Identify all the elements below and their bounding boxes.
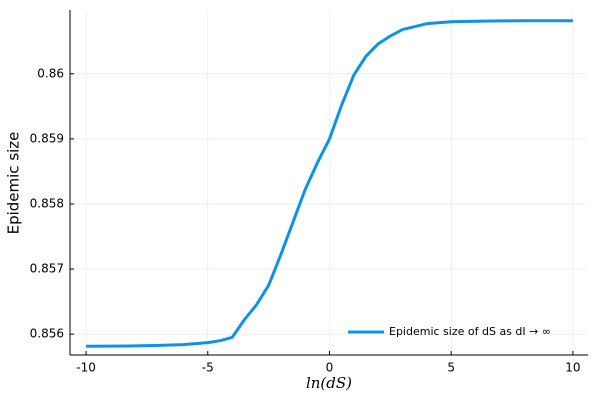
x-tick-label: -10	[76, 361, 96, 375]
x-axis-label: ln(dS)	[306, 374, 352, 392]
y-tick-label: 0.856	[30, 327, 64, 341]
x-tick-label: -5	[202, 361, 214, 375]
y-tick-label: 0.86	[37, 66, 64, 80]
y-tick-label: 0.859	[30, 131, 64, 145]
line-series	[86, 19, 573, 348]
legend-label: Epidemic size of dS as dI → ∞	[389, 325, 551, 338]
x-tick-label: 10	[565, 361, 580, 375]
y-tick-label: 0.857	[30, 262, 64, 276]
x-tick-label: 5	[447, 361, 455, 375]
y-axis-label: Epidemic size	[5, 132, 23, 235]
x-tick-label: 0	[326, 361, 334, 375]
y-tick-label: 0.858	[30, 196, 64, 210]
